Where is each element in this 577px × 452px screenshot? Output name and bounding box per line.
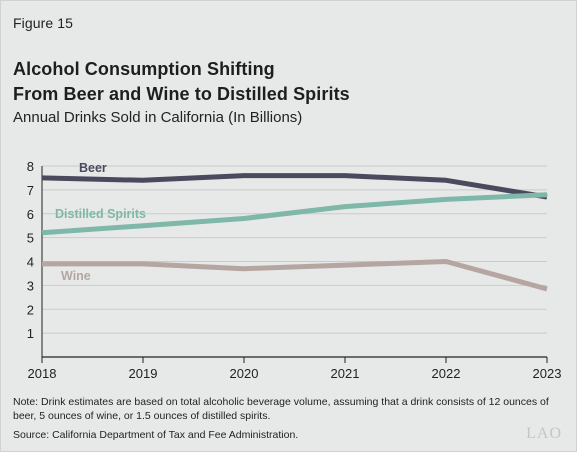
x-tick-label: 2023 — [533, 366, 562, 381]
series-label-beer: Beer — [79, 161, 107, 175]
y-tick-label: 1 — [27, 326, 34, 341]
chart-title: Alcohol Consumption Shifting From Beer a… — [13, 57, 350, 107]
y-tick-label: 4 — [27, 255, 34, 270]
series-labels: Beer Distilled Spirits Wine — [55, 161, 146, 283]
y-tick-label: 7 — [27, 183, 34, 198]
series-label-wine: Wine — [61, 269, 91, 283]
chart-title-line-1: Alcohol Consumption Shifting — [13, 59, 275, 79]
x-tick-label: 2018 — [28, 366, 57, 381]
chart-source: Source: California Department of Tax and… — [13, 429, 299, 441]
chart-note: Note: Drink estimates are based on total… — [13, 396, 549, 422]
x-tick-label: 2022 — [432, 366, 461, 381]
y-tick-label: 2 — [27, 302, 34, 317]
lao-logo: LAO — [526, 425, 562, 442]
axes: 1 2 3 4 5 6 7 8 2018 2019 2020 2021 2022 2023 — [27, 159, 562, 381]
x-tick-label: 2020 — [230, 366, 259, 381]
figure-label: Figure 15 — [13, 15, 74, 31]
series-line-distilled-spirits — [41, 192, 548, 236]
grid-lines — [42, 165, 547, 334]
y-tick-label: 8 — [27, 159, 34, 174]
chart-subtitle: Annual Drinks Sold in California (In Bil… — [13, 109, 303, 126]
series-line-wine — [42, 259, 548, 292]
y-tick-label: 3 — [27, 278, 34, 293]
series-label-distilled-spirits: Distilled Spirits — [55, 207, 146, 221]
series-line-beer — [41, 173, 548, 200]
chart-title-line-2: From Beer and Wine to Distilled Spirits — [13, 84, 350, 104]
series-lines — [41, 173, 548, 292]
y-tick-label: 6 — [27, 207, 34, 222]
y-tick-label: 5 — [27, 231, 34, 246]
x-tick-label: 2019 — [129, 366, 158, 381]
x-tick-label: 2021 — [331, 366, 360, 381]
